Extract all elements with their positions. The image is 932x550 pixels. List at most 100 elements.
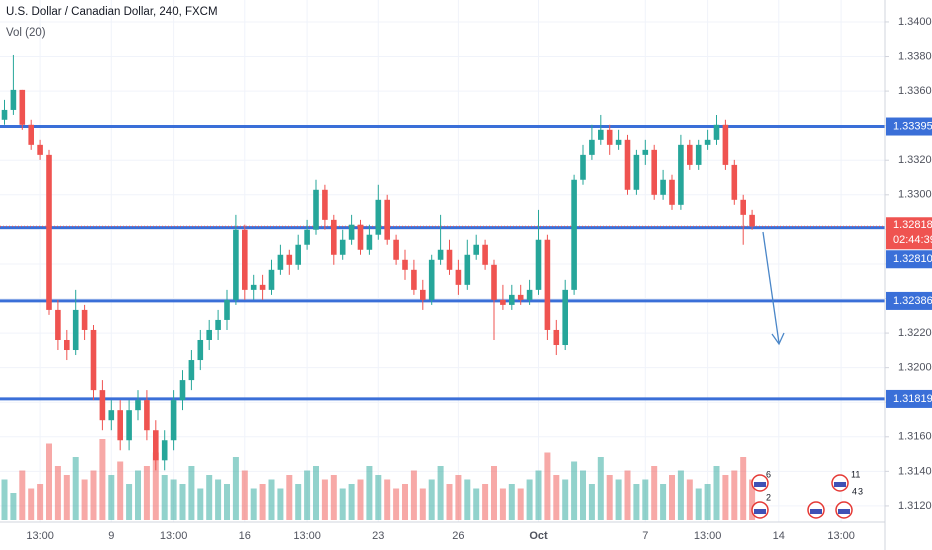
y-tick-label: 1.33800 xyxy=(898,50,932,62)
y-tick-label: 1.33000 xyxy=(898,189,932,201)
candle-body xyxy=(375,199,382,235)
volume-bar xyxy=(313,466,319,520)
candle-body xyxy=(464,254,471,285)
candle-body xyxy=(544,239,551,330)
x-tick-label: 13:00 xyxy=(26,530,54,542)
volume-bar xyxy=(72,457,79,520)
volume-bar xyxy=(117,461,124,520)
x-tick-label: 16 xyxy=(239,530,251,542)
candle-body xyxy=(384,199,390,240)
level-label: 1.32386 xyxy=(893,295,932,307)
levels xyxy=(0,125,885,401)
candle-body xyxy=(642,149,649,155)
candle-body xyxy=(215,319,221,330)
candle-body xyxy=(1,109,8,120)
y-tick-label: 1.31600 xyxy=(898,431,932,443)
candle-body xyxy=(277,254,284,270)
volume-bar xyxy=(304,470,311,520)
volume-bar xyxy=(90,470,97,520)
event-count: 4 xyxy=(852,486,857,496)
candle-body xyxy=(562,289,568,346)
candle-body xyxy=(509,294,515,305)
candle-body xyxy=(161,440,168,461)
volume-bar xyxy=(179,484,186,520)
candle-body xyxy=(339,239,346,255)
y-tick-label: 1.31200 xyxy=(898,500,932,512)
candle-body xyxy=(535,239,542,290)
volume-bar xyxy=(722,475,729,520)
level-label-box xyxy=(886,250,932,269)
x-tick-label: 13:00 xyxy=(160,530,188,542)
chart-title: U.S. Dollar / Canadian Dollar, 240, FXCM xyxy=(6,6,218,18)
candle-body xyxy=(224,299,230,320)
candle-body xyxy=(606,129,613,145)
volume-bar xyxy=(731,470,738,520)
candle-body xyxy=(411,269,417,290)
volume-bar xyxy=(28,488,35,520)
candle-body xyxy=(526,289,533,300)
indicator-label: Vol (20) xyxy=(6,27,46,39)
candle-body xyxy=(651,149,657,195)
level-label: 1.32810 xyxy=(893,253,932,265)
volume-bar xyxy=(713,466,720,520)
volume-bar xyxy=(410,470,417,520)
candle-body xyxy=(242,229,248,290)
volume-bar xyxy=(437,466,444,520)
event-count: 6 xyxy=(766,469,771,479)
candle-body xyxy=(615,139,622,145)
volume-bar xyxy=(571,461,578,520)
volume-bar xyxy=(232,457,239,520)
volume-pane xyxy=(1,439,756,520)
candle-body xyxy=(37,144,43,155)
candle-body xyxy=(428,259,435,300)
candle-body xyxy=(482,244,488,265)
candle-body xyxy=(473,244,479,255)
candle-body xyxy=(233,229,239,300)
candle-body xyxy=(348,224,355,240)
volume-bar xyxy=(749,479,756,520)
volume-bar xyxy=(375,475,382,520)
candle-body xyxy=(126,410,132,441)
volume-bar xyxy=(268,479,275,520)
volume-bar xyxy=(170,479,177,520)
volume-bar xyxy=(384,479,391,520)
level-label-box xyxy=(886,291,932,310)
candle-body xyxy=(108,410,115,421)
candle-body xyxy=(259,284,266,290)
candle-body xyxy=(55,309,61,340)
axes: 1.312001.314001.316001.318001.320001.322… xyxy=(26,16,932,542)
candle-body xyxy=(170,400,177,441)
volume-bar xyxy=(81,479,88,520)
level-label: 1.31819 xyxy=(893,393,932,405)
candle-body xyxy=(553,329,560,346)
volume-bar xyxy=(651,466,658,520)
volume-bar xyxy=(10,493,17,520)
candle-body xyxy=(491,264,497,300)
volume-bar xyxy=(428,479,435,520)
candle-body xyxy=(46,154,52,310)
candle-body xyxy=(250,284,257,290)
y-tick-label: 1.32200 xyxy=(898,327,932,339)
volume-bar xyxy=(473,488,480,520)
candle-body xyxy=(500,299,506,305)
candle-body xyxy=(455,269,462,285)
volume-bar xyxy=(597,457,604,520)
x-tick-label: 26 xyxy=(452,530,464,542)
x-tick-label: 14 xyxy=(773,530,785,542)
event-flag-stripe xyxy=(834,482,846,487)
x-tick-label: Oct xyxy=(529,530,548,542)
volume-bar xyxy=(135,470,141,520)
volume-bar xyxy=(508,484,515,520)
candle-body xyxy=(669,179,675,205)
candle-body xyxy=(687,144,693,165)
volume-bar xyxy=(446,484,453,520)
volume-bar xyxy=(464,479,471,520)
volume-bar xyxy=(455,475,462,520)
volume-bar xyxy=(677,470,684,520)
volume-bar xyxy=(580,470,586,520)
volume-bar xyxy=(606,475,613,520)
volume-bar xyxy=(491,466,497,520)
candle-body xyxy=(295,244,301,265)
volume-bar xyxy=(686,479,693,520)
volume-bar xyxy=(624,470,631,520)
